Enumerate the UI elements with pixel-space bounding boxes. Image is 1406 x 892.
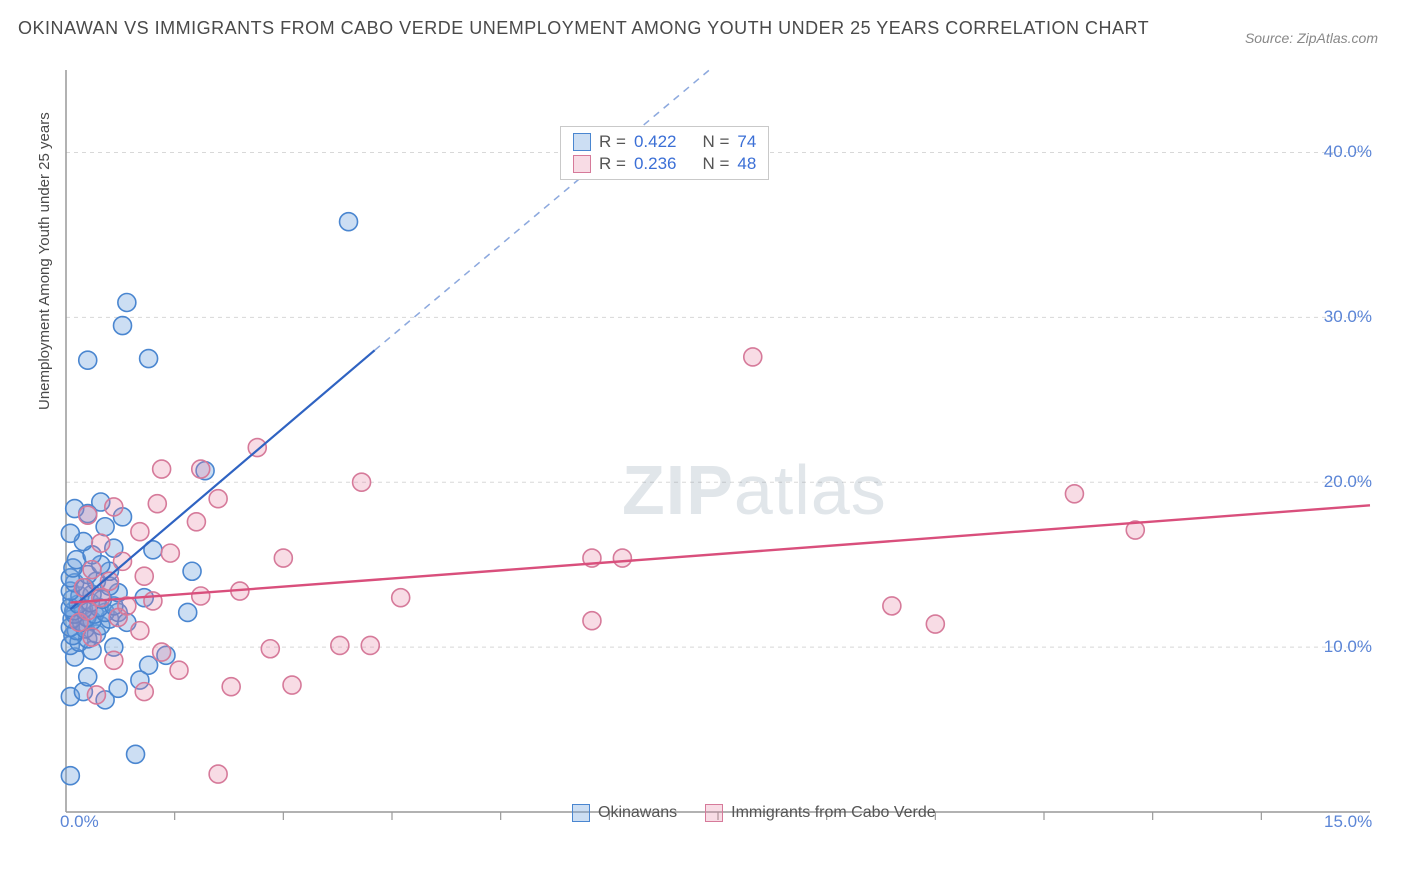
r-value: 0.236: [634, 154, 677, 174]
y-tick-label: 30.0%: [1324, 307, 1372, 327]
series-legend: Okinawans Immigrants from Cabo Verde: [572, 804, 936, 822]
n-label: N =: [702, 154, 729, 174]
legend-label: Immigrants from Cabo Verde: [731, 804, 936, 822]
swatch-pink: [705, 804, 723, 822]
legend-label: Okinawans: [598, 804, 677, 822]
r-value: 0.422: [634, 132, 677, 152]
n-label: N =: [702, 132, 729, 152]
y-tick-label: 20.0%: [1324, 472, 1372, 492]
legend-item-okinawans: Okinawans: [572, 804, 677, 822]
swatch-blue: [573, 133, 591, 151]
r-label: R =: [599, 132, 626, 152]
n-value: 48: [737, 154, 756, 174]
correlation-legend: R = 0.422 N = 74 R = 0.236 N = 48: [560, 126, 769, 180]
legend-item-cabo-verde: Immigrants from Cabo Verde: [705, 804, 936, 822]
source-attribution: Source: ZipAtlas.com: [1245, 30, 1378, 46]
y-tick-label: 40.0%: [1324, 142, 1372, 162]
n-value: 74: [737, 132, 756, 152]
y-axis-label: Unemployment Among Youth under 25 years: [36, 112, 53, 410]
x-tick-label: 0.0%: [60, 812, 99, 832]
chart-area: Unemployment Among Youth under 25 years …: [52, 60, 1382, 830]
chart-title: OKINAWAN VS IMMIGRANTS FROM CABO VERDE U…: [18, 18, 1149, 39]
swatch-blue: [572, 804, 590, 822]
swatch-pink: [573, 155, 591, 173]
y-tick-label: 10.0%: [1324, 637, 1372, 657]
legend-row-okinawans: R = 0.422 N = 74: [573, 131, 756, 153]
r-label: R =: [599, 154, 626, 174]
x-tick-label: 15.0%: [1324, 812, 1372, 832]
legend-row-cabo-verde: R = 0.236 N = 48: [573, 153, 756, 175]
